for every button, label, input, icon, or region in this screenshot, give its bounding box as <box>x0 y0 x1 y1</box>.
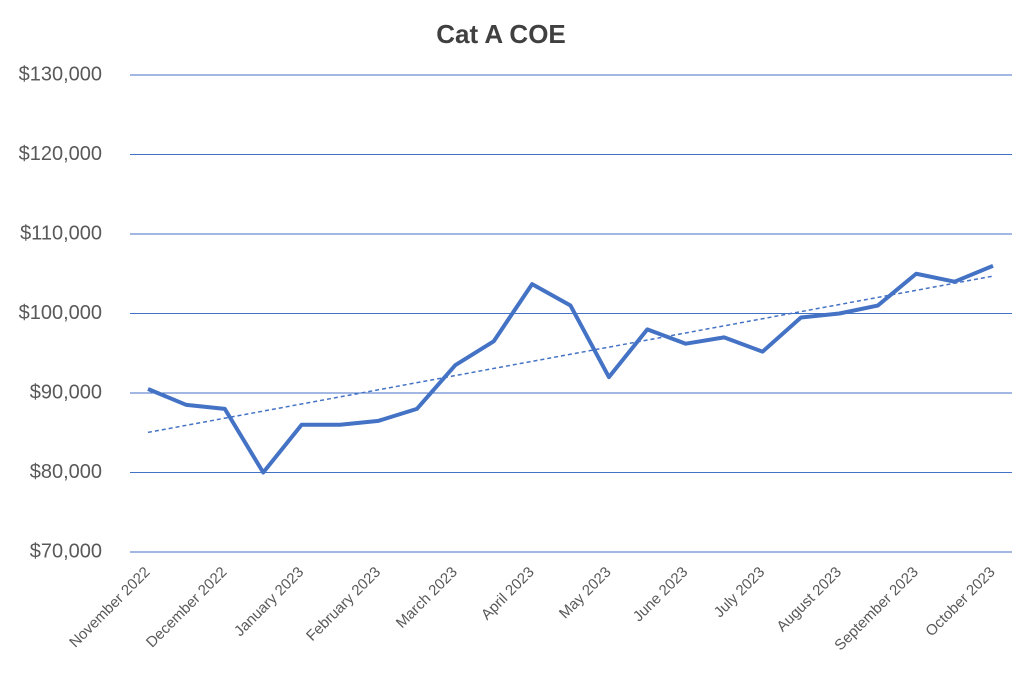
x-tick-label: January 2023 <box>231 564 307 640</box>
x-tick-label: April 2023 <box>478 564 538 624</box>
x-tick-label: February 2023 <box>303 564 384 645</box>
x-tick-label: July 2023 <box>711 564 768 621</box>
x-tick-label: August 2023 <box>773 564 845 636</box>
y-tick-label: $90,000 <box>30 381 102 403</box>
y-tick-label: $110,000 <box>20 222 102 244</box>
x-tick-label: May 2023 <box>556 564 615 623</box>
x-tick-label: June 2023 <box>630 564 692 626</box>
y-tick-label: $130,000 <box>19 63 102 85</box>
x-tick-label: October 2023 <box>922 564 998 640</box>
x-tick-label: September 2023 <box>831 564 921 654</box>
x-tick-label: December 2022 <box>143 564 230 651</box>
chart-title: Cat A COE <box>436 19 566 49</box>
y-tick-label: $70,000 <box>30 540 102 562</box>
y-tick-label: $80,000 <box>30 461 102 483</box>
x-tick-label: March 2023 <box>393 564 461 632</box>
x-tick-label: November 2022 <box>66 564 153 651</box>
y-tick-label: $120,000 <box>19 143 102 165</box>
trendline <box>147 275 994 434</box>
y-tick-label: $100,000 <box>19 302 102 324</box>
data-line <box>147 263 994 475</box>
